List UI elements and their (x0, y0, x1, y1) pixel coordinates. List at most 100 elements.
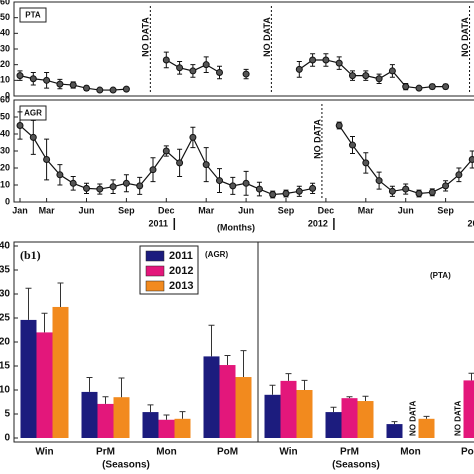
data-point (176, 64, 184, 72)
data-point (335, 122, 343, 129)
bar (158, 419, 175, 438)
data-point (282, 190, 290, 197)
y-tick-label: 25 (0, 313, 10, 324)
data-point (162, 56, 170, 64)
x-tick-label: Mon (400, 447, 421, 458)
data-point (216, 177, 223, 185)
x-tick-label: Mar (39, 205, 56, 215)
x-tick-label: Sep (118, 205, 135, 215)
error-bar (57, 282, 64, 307)
y-tick-label: 20 (0, 162, 10, 172)
x-tick-label: Win (35, 447, 53, 458)
data-point (43, 76, 51, 84)
y-tick-label: 5 (4, 409, 10, 420)
y-tick-label: 40 (0, 28, 10, 38)
no-data-label: NO DATA (262, 17, 272, 57)
bar (203, 356, 220, 438)
data-point (309, 56, 317, 64)
no-data-label: NO DATA (141, 17, 151, 57)
panel-title: (PTA) (430, 271, 451, 280)
legend-swatch (145, 265, 165, 277)
x-tick-label: Mar (198, 205, 215, 215)
panel-title: AGR (24, 109, 42, 118)
no-data-label: NO DATA (460, 17, 470, 57)
bar (280, 380, 297, 438)
error-bar (391, 421, 398, 425)
data-point (69, 179, 77, 187)
bar (418, 418, 435, 438)
data-point (189, 67, 197, 75)
legend-label: 2012 (169, 265, 193, 277)
y-tick-label: 50 (0, 111, 10, 121)
data-point (83, 184, 90, 192)
no-data-label: NO DATA (312, 119, 322, 159)
error-bar (224, 354, 231, 366)
data-line (338, 125, 473, 195)
year-label: 2012 (308, 218, 328, 228)
bar (341, 398, 358, 438)
data-point (388, 67, 396, 75)
y-tick-label: 30 (0, 289, 10, 300)
y-tick-label: 35 (0, 265, 10, 276)
y-tick-label: 10 (0, 75, 10, 85)
data-point (415, 84, 423, 92)
bar (174, 418, 191, 438)
error-bar (179, 411, 186, 419)
panel-label: (b1) (20, 248, 41, 262)
data-point (468, 156, 474, 163)
data-point (428, 188, 436, 196)
bar (264, 394, 281, 438)
x-tick-label: Sep (278, 205, 295, 215)
error-bar (163, 414, 170, 420)
x-tick-label: PoM (217, 447, 238, 458)
data-point (149, 166, 157, 174)
x-tick-label: Sep (437, 205, 454, 215)
error-bar (330, 406, 337, 413)
bar (113, 397, 130, 438)
x-tick-label: Jun (78, 205, 94, 215)
data-point (109, 86, 117, 94)
error-bar (240, 350, 247, 378)
error-bar (147, 404, 154, 413)
data-line (19, 125, 313, 196)
y-tick-label: 10 (0, 179, 10, 189)
data-point (202, 161, 210, 169)
data-point (442, 83, 450, 91)
y-tick-label: 0 (5, 196, 10, 206)
bar (81, 391, 98, 438)
y-tick-label: 30 (0, 43, 10, 53)
data-point (43, 156, 51, 163)
data-point (255, 185, 263, 193)
error-bar (362, 395, 369, 402)
bar (97, 403, 114, 438)
data-point (29, 133, 37, 141)
panel-title: (AGR) (205, 250, 228, 259)
data-point (415, 190, 423, 197)
data-point (349, 141, 356, 149)
data-line (298, 59, 446, 89)
bar (386, 424, 403, 438)
x-tick-label: Jun (238, 205, 254, 215)
x-tick-label: Jun (398, 205, 414, 215)
y-tick-label: 20 (0, 59, 10, 69)
error-bar (86, 377, 93, 392)
data-point (322, 56, 330, 64)
data-point (295, 187, 303, 195)
x-axis-label: (Months) (217, 222, 255, 232)
error-bar (423, 415, 430, 419)
y-tick-label: 10 (0, 385, 10, 396)
data-point (309, 184, 317, 192)
bar (142, 412, 159, 438)
legend-label: 2013 (169, 280, 193, 292)
x-tick-label: Jan (12, 205, 28, 215)
data-point (109, 183, 117, 191)
bar (20, 319, 37, 438)
bar (52, 306, 69, 438)
x-tick-label: Mon (156, 447, 177, 458)
x-axis-label: (Seasons) (102, 460, 150, 471)
data-point (242, 70, 250, 78)
x-tick-label: Dec (318, 205, 335, 215)
y-tick-label: 0 (5, 90, 10, 100)
